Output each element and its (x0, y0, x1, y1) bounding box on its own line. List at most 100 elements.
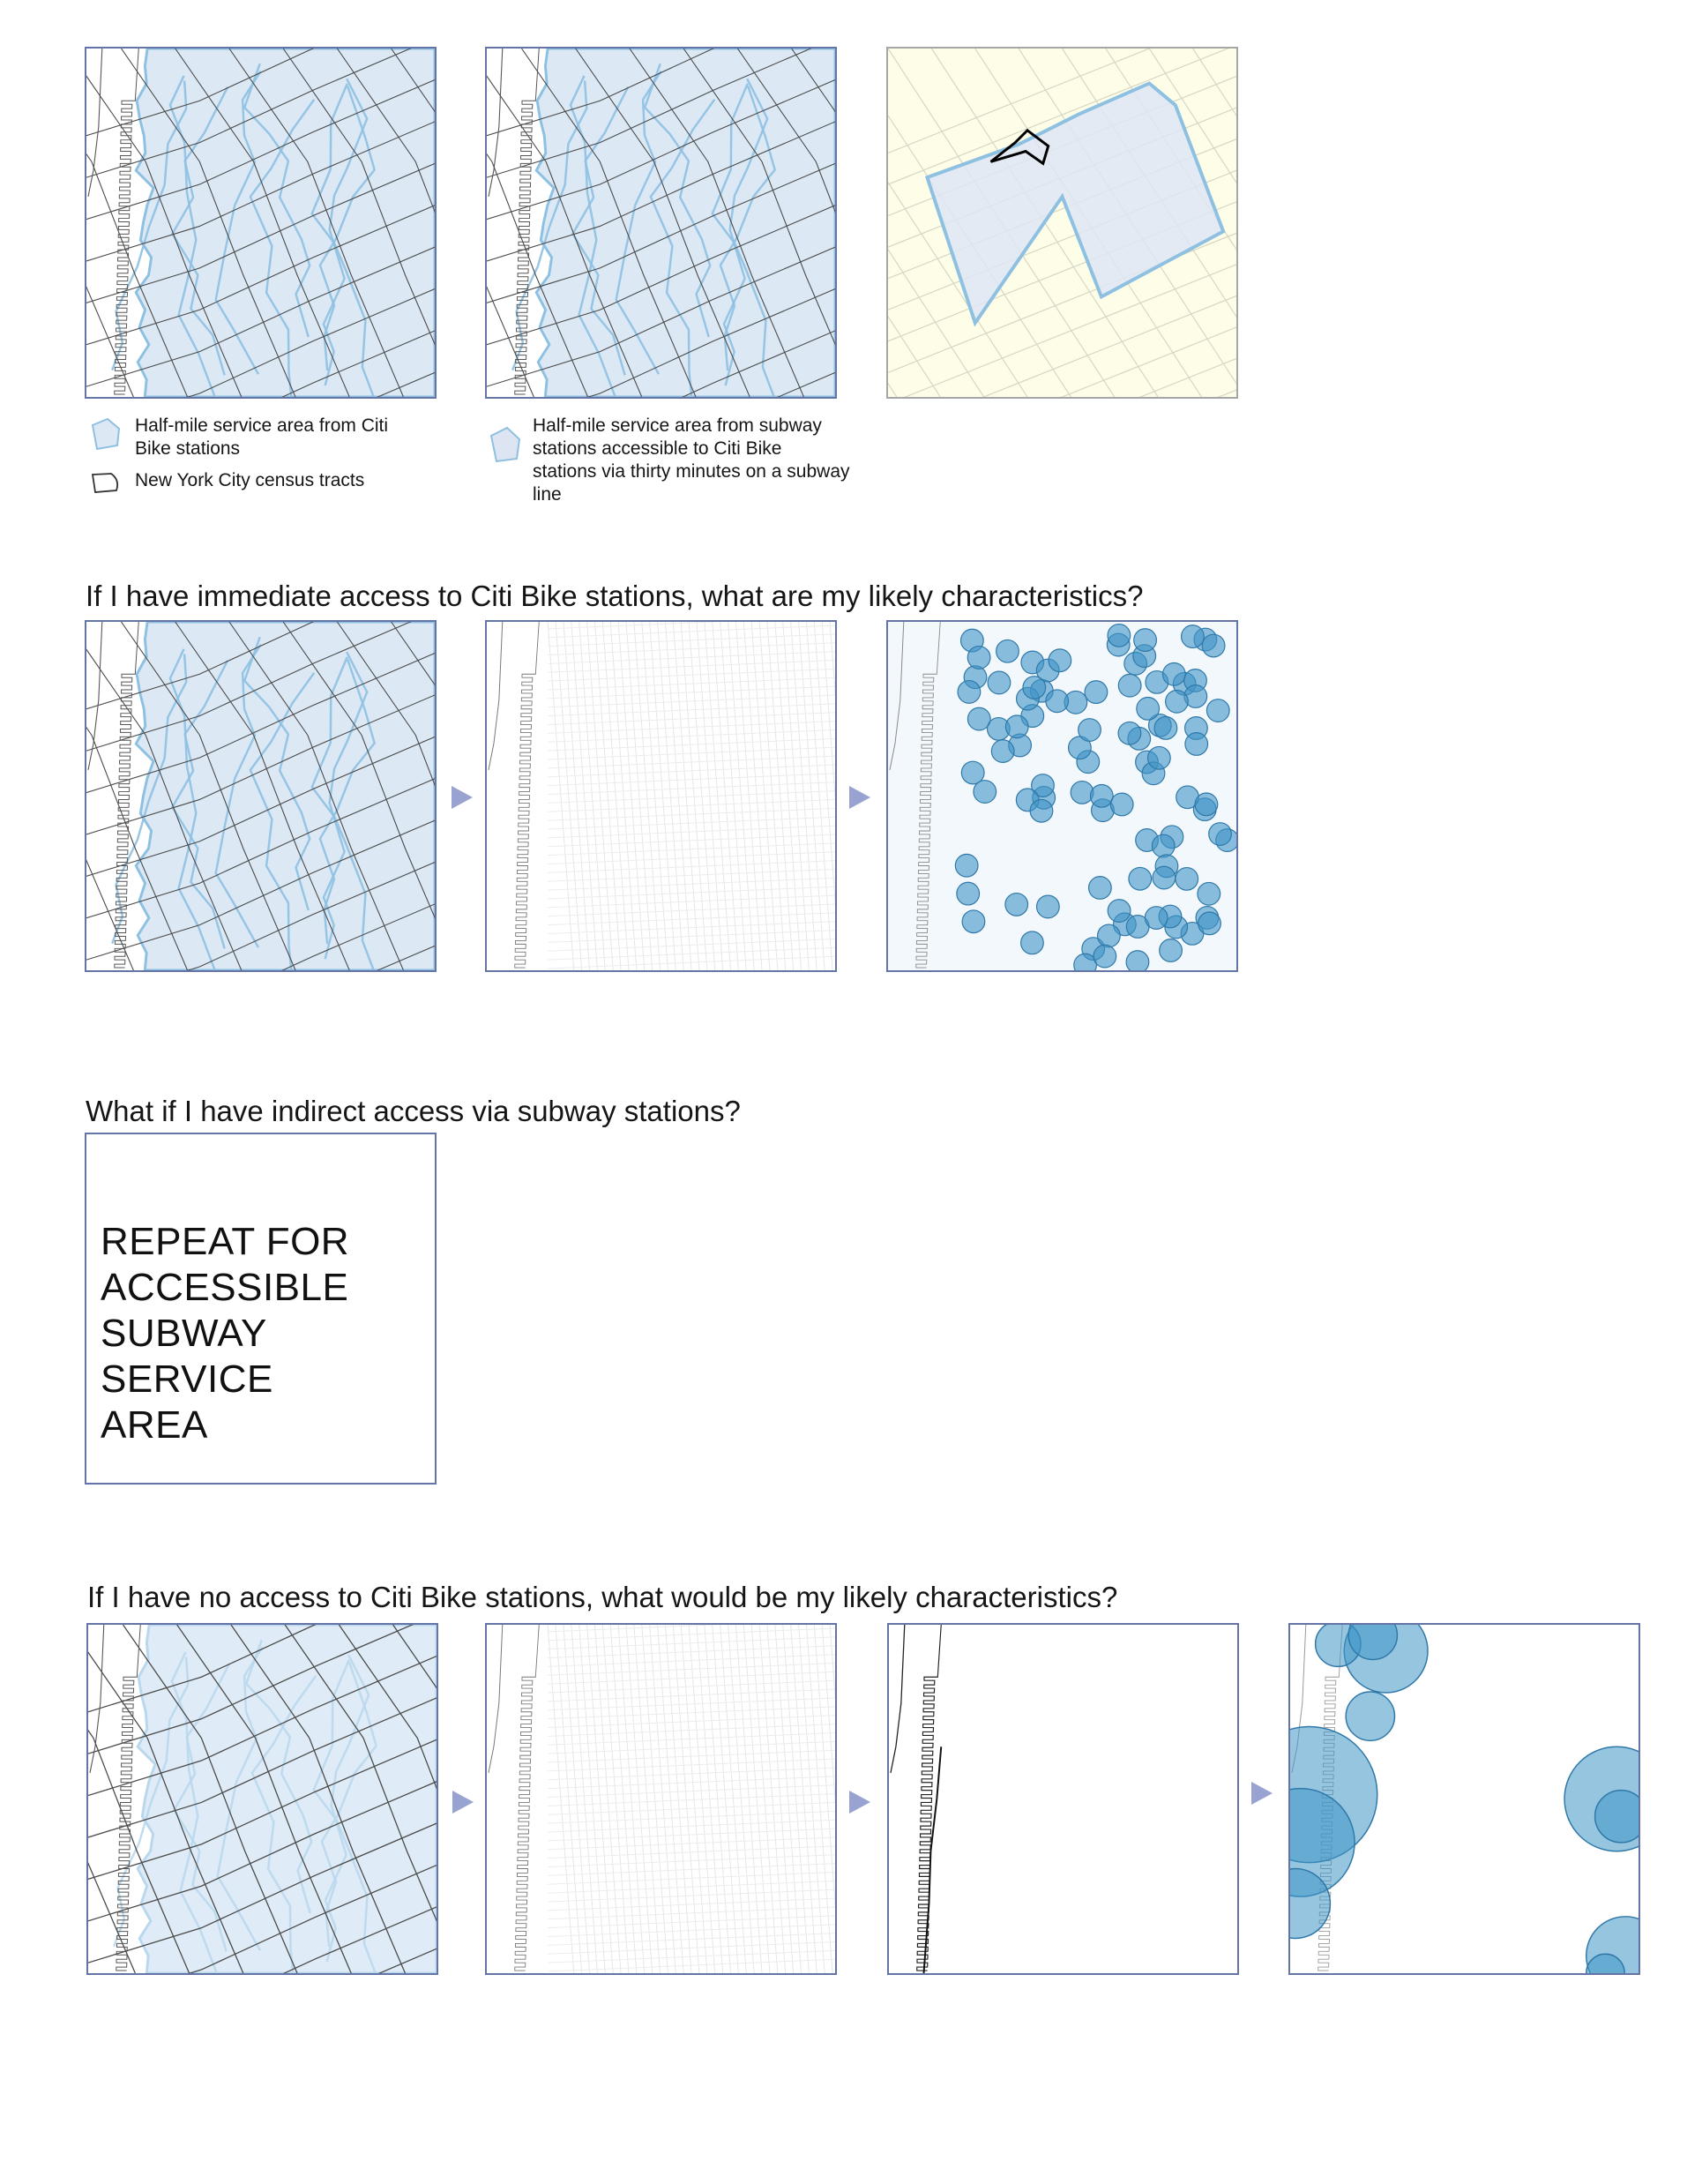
immediate-characteristics-bubble-map (886, 620, 1238, 972)
street-line (601, 622, 630, 970)
characteristic-bubble (973, 780, 997, 804)
street-line (548, 1958, 835, 1972)
street-line (548, 1627, 835, 1642)
characteristic-bubble (1029, 798, 1054, 823)
street-line (548, 1854, 835, 1868)
characteristic-bubble (1117, 673, 1142, 698)
characteristic-bubble (956, 881, 981, 906)
citibike-service-area-map (85, 47, 437, 399)
street-line (774, 622, 802, 970)
tract-boundary (683, 49, 835, 346)
characteristic-bubble (1087, 876, 1112, 900)
characteristic-bubble (990, 739, 1015, 763)
street-line (548, 764, 835, 778)
service-area-edge (170, 1651, 218, 1973)
street-line (720, 622, 747, 970)
tract-boundary (86, 49, 315, 137)
street-line (548, 1801, 835, 1815)
service-area-polygon (136, 1625, 437, 1973)
pier-outline (114, 49, 139, 395)
boundary-line (922, 1746, 943, 1973)
street-line (774, 1625, 802, 1973)
characteristic-bubble (1093, 944, 1117, 969)
street-line (548, 1889, 835, 1903)
tract-boundary (88, 1861, 136, 1973)
street-line (548, 842, 835, 856)
pier-outline (915, 622, 941, 969)
tract-boundary (487, 121, 835, 262)
street-line (548, 816, 835, 830)
map-canvas (86, 622, 435, 970)
street-line (548, 860, 835, 873)
street-line (728, 1625, 755, 1973)
tract-boundary (86, 726, 189, 970)
pier-outline (514, 1625, 540, 1971)
street-line (571, 1625, 598, 1973)
street-line (548, 668, 835, 682)
tract-boundary (88, 1739, 437, 1880)
map-canvas (487, 49, 835, 397)
characteristic-bubble (1290, 1867, 1332, 1940)
street-line (548, 694, 835, 708)
tract-boundary (392, 1625, 437, 1689)
service-area-edge (571, 86, 630, 376)
next-step-arrow-icon (849, 786, 870, 809)
repeat-instruction-text: REPEAT FOR ACCESSIBLE SUBWAY SERVICE ARE… (101, 1220, 350, 1447)
tract-boundary (629, 49, 804, 397)
street-line (735, 1625, 763, 1973)
service-area-edge (244, 1639, 313, 1914)
street-line (548, 1662, 835, 1676)
street-line (548, 659, 835, 673)
street-line (548, 1767, 835, 1781)
census-tract-lines (86, 49, 435, 397)
tract-boundary (487, 286, 534, 397)
street-line (548, 886, 835, 900)
tract-boundary (86, 653, 435, 794)
street-network (547, 622, 835, 970)
characteristic-bubble (1133, 628, 1158, 653)
street-line (782, 1625, 810, 1973)
street-line (680, 622, 708, 970)
street-line (680, 1625, 708, 1973)
tract-boundary (176, 1625, 352, 1973)
tract-boundary (487, 49, 812, 178)
characteristic-bubble (1184, 732, 1209, 756)
street-line (664, 1625, 692, 1973)
street-line (601, 1625, 630, 1973)
pier-outline (116, 1625, 141, 1971)
street-line (758, 622, 787, 970)
street-line (548, 1863, 835, 1876)
service-area-edge (511, 80, 588, 371)
inset-canvas (888, 49, 1236, 397)
tract-boundary (682, 330, 835, 397)
characteristic-bubble (1594, 1789, 1638, 1844)
pier-outline (114, 622, 139, 969)
service-area-edge (324, 1654, 370, 1963)
street-line (982, 295, 1236, 397)
characteristic-bubble (967, 645, 991, 669)
characteristic-bubble (1125, 950, 1150, 970)
tract-boundary (487, 246, 835, 387)
street-line (548, 1941, 835, 1955)
tract-boundary (175, 622, 350, 970)
street-line (586, 622, 614, 970)
tract-boundary (228, 49, 404, 397)
street-line (617, 622, 646, 970)
shoreline (87, 622, 103, 770)
street-line (548, 1697, 835, 1711)
tract-boundary (88, 1729, 190, 1973)
street-line (548, 903, 835, 917)
tract-boundary (88, 1781, 437, 1922)
street-line (548, 1740, 835, 1754)
street-line (548, 1880, 835, 1894)
section-heading-no-access: If I have no access to Citi Bike station… (87, 1581, 1118, 1613)
street-line (888, 49, 1229, 185)
no-access-outside-area-map (887, 1623, 1239, 1975)
service-area-edge (615, 70, 662, 375)
characteristic-bubble (957, 680, 982, 704)
street-line (888, 315, 941, 397)
street-line (548, 1625, 722, 1633)
service-area-edge (110, 654, 188, 945)
tract-boundary (86, 153, 189, 397)
service-area-edge (250, 1675, 317, 1973)
